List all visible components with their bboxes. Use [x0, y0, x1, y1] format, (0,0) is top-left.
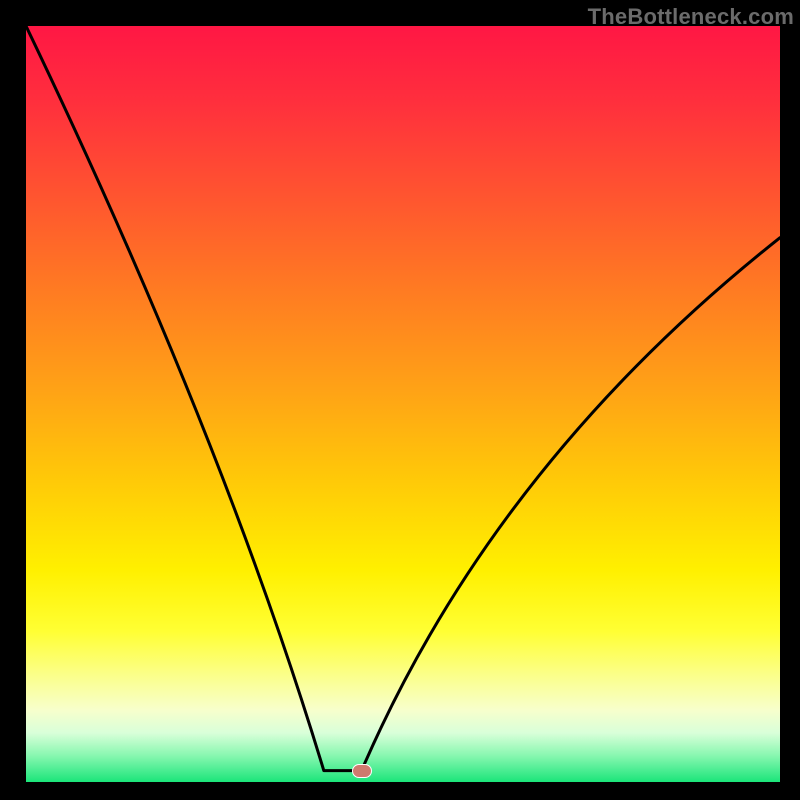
bottleneck-curve: [26, 26, 780, 782]
curve-path: [26, 26, 780, 771]
chart-frame: TheBottleneck.com: [0, 0, 800, 800]
optimum-marker: [352, 764, 372, 778]
plot-area: [26, 26, 780, 782]
watermark-text: TheBottleneck.com: [588, 4, 794, 30]
